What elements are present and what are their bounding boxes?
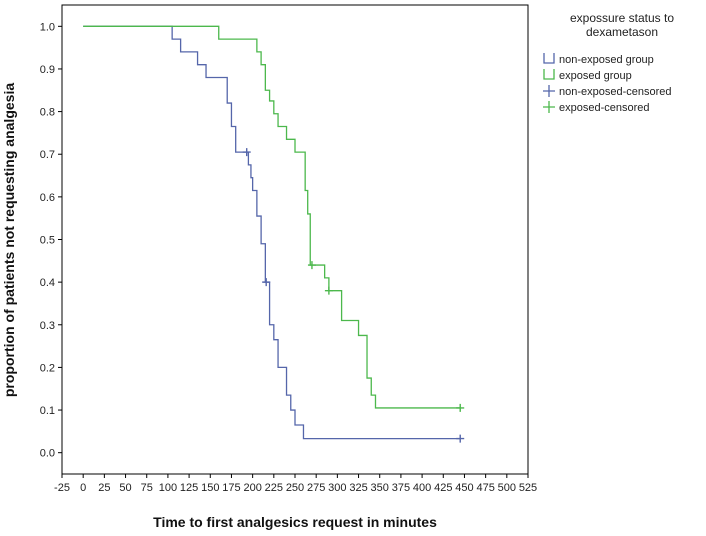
series-line-0 <box>83 25 461 440</box>
legend-swatch <box>543 69 555 80</box>
y-axis-ticks: 0.0 0.1 0.2 0.3 0.4 0.5 0.6 0.7 0.8 0.9 1.0 <box>40 21 62 460</box>
censor-mark <box>242 148 251 157</box>
censor-mark <box>262 278 271 287</box>
legend-item: exposed group <box>543 69 632 82</box>
x-tick-label: 100 <box>159 482 177 494</box>
legend-swatch <box>543 85 555 97</box>
censor-mark <box>307 261 316 270</box>
x-tick-label: 350 <box>371 482 389 494</box>
censor-mark <box>456 403 465 412</box>
x-axis-title: Time to first analgesics request in minu… <box>153 514 437 530</box>
legend-swatch <box>543 101 555 113</box>
legend-swatch <box>543 53 555 64</box>
legend-label: exposed-censored <box>559 102 650 114</box>
x-tick-label: 275 <box>307 482 325 494</box>
legend-title: expossure status to <box>570 11 674 25</box>
legend-item: non-exposed-censored <box>543 85 672 98</box>
legend-title: dexametason <box>586 25 658 39</box>
x-tick-label: 0 <box>80 482 86 494</box>
legend-item: exposed-censored <box>543 101 650 114</box>
legend-label: exposed group <box>559 70 632 82</box>
y-tick-label: 0.2 <box>40 362 55 374</box>
series-line-1 <box>83 25 461 409</box>
x-tick-label: 150 <box>201 482 219 494</box>
x-tick-label: 50 <box>119 482 131 494</box>
x-tick-label: 425 <box>434 482 452 494</box>
y-tick-label: 1.0 <box>40 21 55 33</box>
censor-mark <box>456 434 465 443</box>
y-tick-label: 0.9 <box>40 64 55 76</box>
y-tick-label: 0.3 <box>40 320 55 332</box>
x-tick-label: 300 <box>328 482 346 494</box>
x-tick-label: 325 <box>349 482 367 494</box>
x-tick-label: 500 <box>498 482 516 494</box>
x-tick-label: 400 <box>413 482 431 494</box>
x-tick-label: 125 <box>180 482 198 494</box>
y-tick-label: 0.8 <box>40 107 55 119</box>
x-tick-label: 200 <box>243 482 261 494</box>
y-tick-label: 0.7 <box>40 149 55 161</box>
y-tick-label: 0.6 <box>40 192 55 204</box>
x-tick-label: 525 <box>519 482 537 494</box>
y-tick-label: 0.0 <box>40 448 55 460</box>
x-tick-label: 225 <box>265 482 283 494</box>
x-tick-label: 75 <box>141 482 153 494</box>
y-axis-title: proportion of patients not requesting an… <box>1 83 17 397</box>
y-tick-label: 0.5 <box>40 235 55 247</box>
x-tick-label: 475 <box>476 482 494 494</box>
x-tick-label: 250 <box>286 482 304 494</box>
series-layer <box>83 25 465 443</box>
x-tick-label: 175 <box>222 482 240 494</box>
legend-label: non-exposed group <box>559 54 654 66</box>
plot-area <box>61 4 529 475</box>
y-tick-label: 0.1 <box>40 405 55 417</box>
x-tick-label: -25 <box>54 482 70 494</box>
y-tick-label: 0.4 <box>40 277 55 289</box>
legend-label: non-exposed-censored <box>559 86 672 98</box>
x-tick-label: 450 <box>455 482 473 494</box>
x-tick-label: 375 <box>392 482 410 494</box>
censor-mark <box>324 286 333 295</box>
x-tick-label: 25 <box>98 482 110 494</box>
legend-item: non-exposed group <box>543 53 654 66</box>
x-axis-ticks: -25 0 25 50 75 100 125 150 175 200 225 250 275 300 325… <box>54 474 537 494</box>
